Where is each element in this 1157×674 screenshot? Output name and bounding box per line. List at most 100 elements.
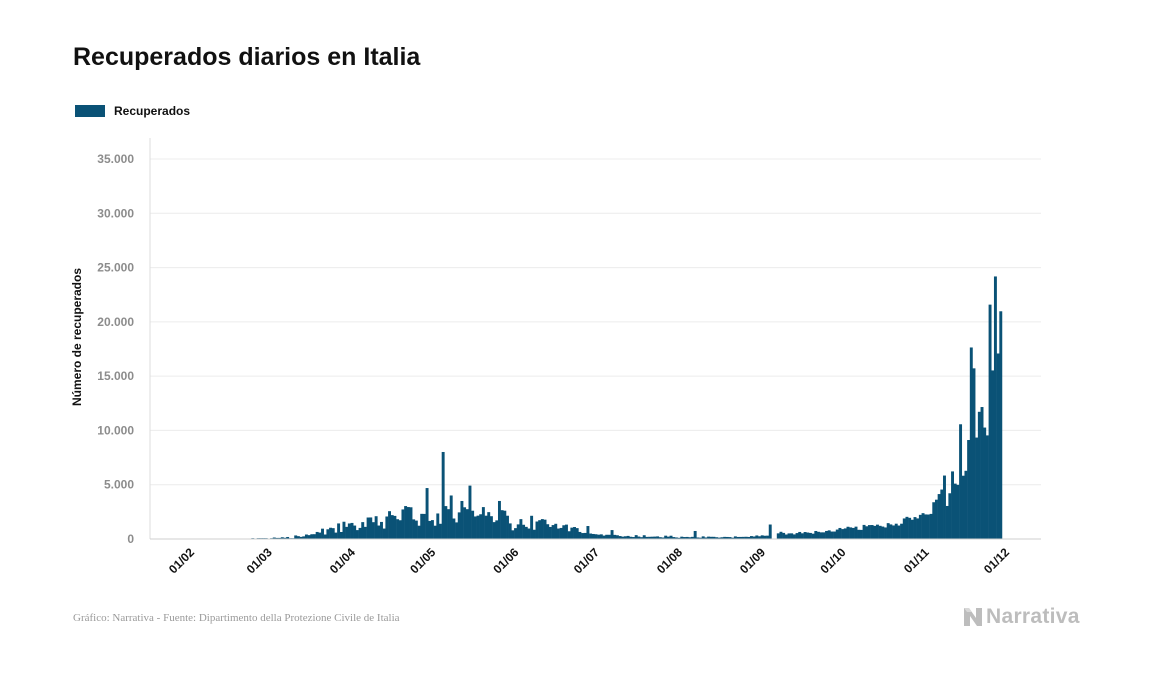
bar xyxy=(725,536,729,539)
bar xyxy=(353,525,357,539)
bar xyxy=(583,532,587,539)
bar xyxy=(691,536,694,539)
bar xyxy=(382,528,386,539)
bar xyxy=(985,435,989,539)
bar xyxy=(471,510,475,539)
brand-logo: Narrativa xyxy=(963,605,1080,629)
bar xyxy=(707,536,711,539)
bar xyxy=(286,536,290,539)
bar xyxy=(425,488,429,539)
bar xyxy=(717,537,721,539)
bar xyxy=(522,524,526,539)
y-tick-label: 35.000 xyxy=(97,152,134,166)
bar xyxy=(701,536,705,539)
bar xyxy=(610,530,614,539)
bar xyxy=(607,534,611,539)
bar xyxy=(889,524,893,539)
y-tick-label: 20.000 xyxy=(97,315,134,329)
bar xyxy=(538,520,542,539)
bar xyxy=(733,536,737,539)
bar xyxy=(728,537,732,539)
bar xyxy=(500,510,504,539)
bar xyxy=(409,507,413,539)
bar xyxy=(859,529,863,539)
bar xyxy=(926,514,930,539)
bar xyxy=(586,526,590,539)
bar xyxy=(669,535,673,539)
bar xyxy=(374,516,378,539)
bar xyxy=(401,509,405,539)
bar xyxy=(599,534,603,539)
bar xyxy=(682,537,686,539)
bar xyxy=(412,519,416,539)
x-tick-label: 01/08 xyxy=(654,545,685,576)
bar xyxy=(696,537,700,539)
y-axis-label: Número de recuperados xyxy=(70,267,84,407)
y-tick-label: 30.000 xyxy=(97,206,134,220)
bar xyxy=(388,511,391,539)
bar xyxy=(492,522,496,539)
bar xyxy=(503,510,507,539)
bar xyxy=(385,516,389,539)
y-tick-label: 10.000 xyxy=(97,423,134,437)
bar xyxy=(632,537,635,539)
bar xyxy=(656,536,660,539)
bar xyxy=(827,530,831,539)
bar xyxy=(559,527,563,539)
bar xyxy=(808,532,812,539)
bar xyxy=(854,526,858,539)
bar xyxy=(841,529,845,539)
bar xyxy=(996,353,1000,539)
bar xyxy=(342,521,346,539)
bar xyxy=(666,536,670,539)
x-tick-label: 01/10 xyxy=(817,545,848,576)
bar xyxy=(508,523,512,539)
bar xyxy=(999,311,1003,539)
bar xyxy=(819,532,823,539)
bar xyxy=(468,485,472,539)
bar xyxy=(519,519,523,539)
bar xyxy=(843,528,847,539)
x-tick-label: 01/06 xyxy=(490,545,521,576)
bar xyxy=(626,535,630,539)
bar xyxy=(658,537,662,539)
bar xyxy=(953,483,957,539)
bar xyxy=(393,515,397,539)
bar xyxy=(768,524,772,539)
bar xyxy=(782,532,786,539)
bar xyxy=(436,513,440,539)
legend-label-recuperados: Recuperados xyxy=(114,104,191,118)
bar xyxy=(642,535,646,539)
bar xyxy=(398,520,402,539)
bar xyxy=(275,537,279,539)
bar xyxy=(897,525,901,539)
bar xyxy=(546,524,550,539)
bar xyxy=(524,526,528,539)
bar xyxy=(739,536,743,539)
bar xyxy=(680,536,684,539)
bar xyxy=(371,522,375,539)
bar xyxy=(347,523,351,539)
bar xyxy=(481,507,485,539)
bar xyxy=(315,531,319,539)
bar xyxy=(945,505,949,539)
bar xyxy=(452,518,456,539)
x-tick-label: 01/11 xyxy=(901,545,932,576)
bar xyxy=(937,494,941,539)
bar xyxy=(825,530,828,539)
bar xyxy=(449,495,453,539)
bar xyxy=(902,518,906,539)
bar xyxy=(331,528,335,539)
bar xyxy=(951,471,954,539)
bar xyxy=(369,517,373,539)
bar xyxy=(900,523,904,539)
bar xyxy=(366,517,370,539)
narrativa-logo-icon xyxy=(964,608,982,626)
bar xyxy=(602,535,606,539)
bar xyxy=(556,528,560,539)
bar xyxy=(752,536,756,539)
bar xyxy=(377,525,381,539)
bar xyxy=(406,507,410,539)
bar xyxy=(554,523,558,539)
